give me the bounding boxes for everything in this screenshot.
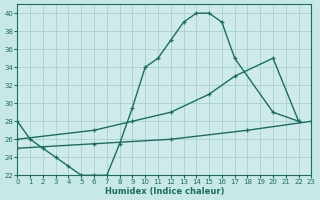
X-axis label: Humidex (Indice chaleur): Humidex (Indice chaleur)	[105, 187, 224, 196]
